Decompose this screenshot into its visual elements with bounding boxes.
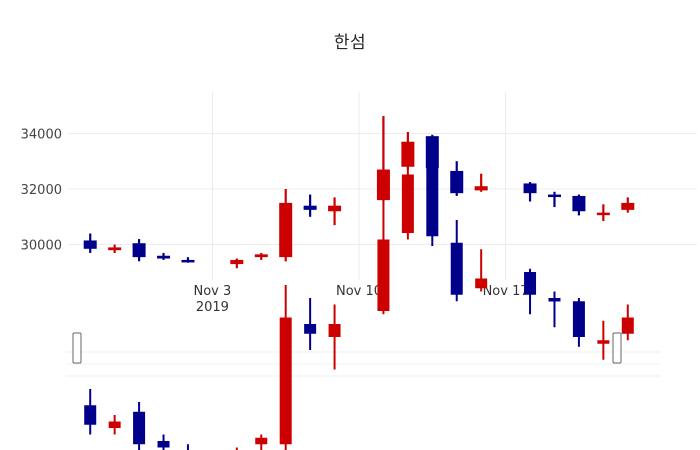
rangeslider-candle-body-8 [304, 324, 317, 334]
rangeslider-candle-body-1 [108, 421, 121, 428]
candle-body-0 [83, 240, 97, 249]
candle-18 [596, 204, 610, 221]
rangeslider-candle-10 [377, 116, 390, 315]
candle-0 [83, 233, 97, 253]
range-handle-left[interactable] [72, 332, 82, 364]
rangeslider-candle-body-0 [84, 405, 97, 425]
rangeslider-candle-4 [186, 444, 189, 450]
rangeslider-candle-3 [157, 434, 170, 450]
candle-body-18 [596, 212, 610, 216]
candle-body-9 [328, 205, 342, 212]
range-slider[interactable] [66, 116, 660, 450]
candle-17 [572, 194, 586, 216]
candle-6 [254, 252, 268, 260]
x-tick-label-nov-10: Nov 10 [336, 284, 382, 299]
rangeslider-candle-body-10 [377, 239, 390, 311]
rangeslider-candle-2 [133, 402, 146, 450]
candle-body-12 [425, 136, 439, 169]
rangeslider-candle-body-11 [401, 174, 414, 233]
x-tick-sublabel-year: 2019 [196, 300, 229, 315]
candle-body-17 [572, 195, 586, 212]
rangeslider-candle-18 [597, 320, 610, 360]
rangeslider-candle-9 [328, 304, 341, 370]
y-tick-label-34000: 34000 [21, 127, 62, 142]
rangeslider-candle-body-6 [255, 437, 268, 445]
candle-body-1 [108, 247, 122, 251]
rangeslider-candle-body-2 [133, 411, 146, 445]
rangeslider-candle-13 [450, 220, 463, 302]
candle-8 [303, 194, 317, 217]
candle-body-13 [450, 170, 464, 194]
candle-3 [157, 252, 171, 260]
y-tick-label-32000: 32000 [21, 183, 62, 198]
rangeslider-candle-6 [255, 434, 268, 450]
x-tick-label-nov-3: Nov 3 [194, 284, 232, 299]
candle-14 [474, 173, 488, 192]
rangeslider-candle-17 [572, 298, 585, 347]
rangeslider-candle-8 [304, 298, 317, 350]
rangeslider-candle-body-7 [279, 317, 292, 445]
rangeslider-candle-11 [401, 151, 414, 240]
rangeslider-candle-1 [108, 415, 121, 435]
candle-19 [621, 197, 635, 213]
rangeslider-candle-14 [475, 249, 488, 292]
candle-7 [279, 189, 293, 262]
candle-body-14 [474, 186, 488, 191]
rangeslider-candle-body-16 [548, 298, 561, 302]
rangeslider-candle-7 [279, 285, 292, 450]
candle-body-19 [621, 202, 635, 210]
rangeslider-candle-15 [524, 268, 537, 315]
candle-body-2 [132, 243, 146, 258]
rangeslider-candle-16 [548, 291, 561, 328]
candle-body-15 [523, 183, 537, 194]
rangeslider-candle-19 [621, 304, 634, 341]
candle-15 [523, 182, 537, 202]
x-tick-label-nov-17: Nov 17 [483, 284, 529, 299]
candle-body-6 [254, 254, 268, 258]
rangeslider-candle-body-13 [450, 242, 463, 295]
candle-body-3 [157, 255, 171, 259]
candle-13 [450, 161, 464, 196]
rangeslider-candle-body-18 [597, 340, 610, 344]
candle-2 [132, 239, 146, 262]
candle-body-5 [230, 259, 244, 265]
range-handle-right[interactable] [612, 332, 622, 364]
candle-body-8 [303, 205, 317, 210]
rangeslider-candle-body-19 [621, 317, 634, 334]
candle-4 [181, 257, 195, 263]
rangeslider-candle-body-9 [328, 324, 341, 337]
candle-body-16 [547, 194, 561, 198]
candle-1 [108, 244, 122, 253]
rangeslider-candle-body-17 [572, 301, 585, 337]
rangeslider-candle-body-3 [157, 441, 170, 448]
candle-body-7 [279, 202, 293, 258]
rangeslider-candle-body-14 [475, 278, 488, 289]
candle-body-4 [181, 259, 195, 263]
rangeslider-candle-0 [84, 389, 97, 435]
rangeslider-candle-body-15 [524, 272, 537, 295]
candle-9 [328, 197, 342, 226]
rangeslider-candle-12 [426, 158, 439, 246]
rangeslider-candle-body-12 [426, 161, 439, 237]
y-axis-ticks: 30000 32000 34000 [21, 127, 62, 253]
candle-16 [547, 191, 561, 208]
candle-5 [230, 258, 244, 269]
chart-title: 한섬 [333, 33, 367, 53]
y-tick-label-30000: 30000 [21, 239, 62, 254]
